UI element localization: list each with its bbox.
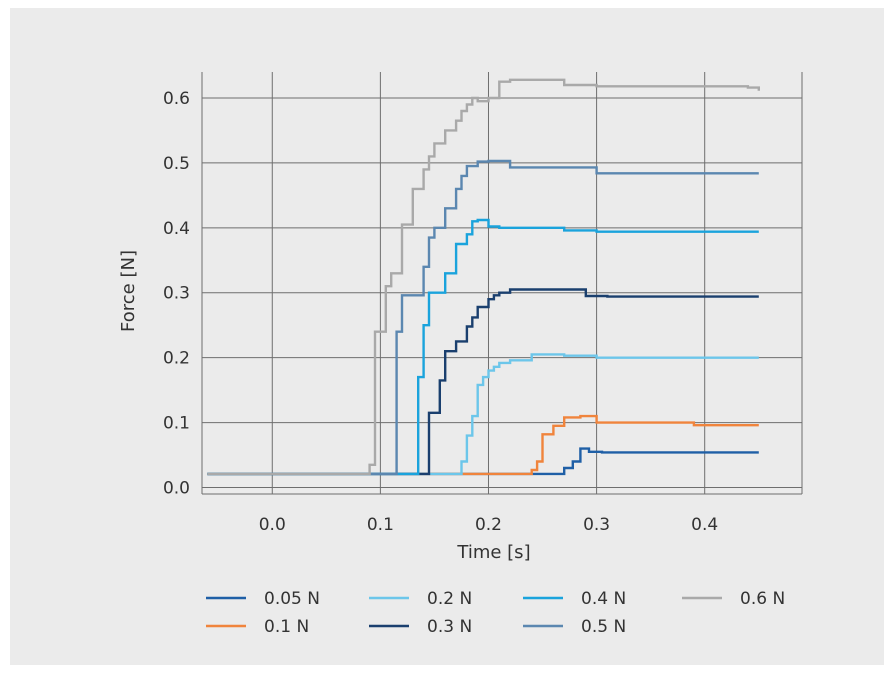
legend: 0.05 N 0.1 N 0.2 N 0.3 N 0.4 N 0.5 N 0.6 N xyxy=(206,589,785,637)
legend-label-3: 0.3 N xyxy=(427,617,472,637)
x-tick-label-4: 0.4 xyxy=(691,515,718,535)
series-line-1 xyxy=(207,414,759,476)
y-tick-label-4: 0.4 xyxy=(163,219,190,239)
y-tick-label-1: 0.1 xyxy=(163,414,190,434)
x-axis-title: Time [s] xyxy=(456,542,530,563)
y-tick-label-2: 0.2 xyxy=(163,349,190,369)
series-line-6 xyxy=(207,78,760,476)
y-tick-label-6: 0.6 xyxy=(163,89,190,109)
series-line-5 xyxy=(207,159,759,476)
x-tick-labels: 0.0 0.1 0.2 0.3 0.4 xyxy=(259,515,718,535)
x-tick-label-1: 0.1 xyxy=(367,515,394,535)
y-tick-label-0: 0.0 xyxy=(163,479,190,499)
x-tick-label-2: 0.2 xyxy=(475,515,502,535)
chart-background xyxy=(10,8,884,665)
series-lines xyxy=(207,78,760,476)
series-line-3 xyxy=(207,288,759,476)
y-axis-title: Force [N] xyxy=(118,250,139,332)
series-line-0 xyxy=(207,447,759,476)
legend-label-5: 0.5 N xyxy=(581,617,626,637)
series-line-4 xyxy=(207,218,759,476)
legend-label-4: 0.4 N xyxy=(581,589,626,609)
x-tick-label-3: 0.3 xyxy=(583,515,610,535)
series-line-2 xyxy=(207,353,759,476)
plot-frame xyxy=(201,72,803,495)
legend-label-2: 0.2 N xyxy=(427,589,472,609)
y-tick-labels: 0.0 0.1 0.2 0.3 0.4 0.5 0.6 xyxy=(163,89,190,499)
grid xyxy=(202,72,802,494)
legend-label-6: 0.6 N xyxy=(740,589,785,609)
y-tick-label-3: 0.3 xyxy=(163,284,190,304)
x-tick-label-0: 0.0 xyxy=(259,515,286,535)
legend-label-1: 0.1 N xyxy=(264,617,309,637)
y-tick-label-5: 0.5 xyxy=(163,154,190,174)
legend-label-0: 0.05 N xyxy=(264,589,320,609)
